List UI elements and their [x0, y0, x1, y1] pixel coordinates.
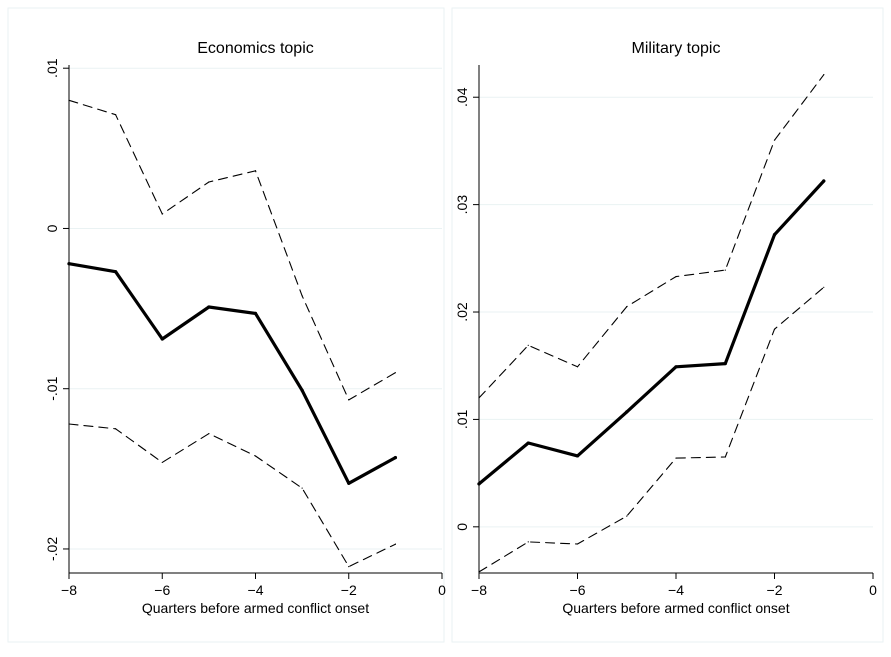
economics-upper-ci-point	[115, 114, 117, 116]
military-lower-ci-line	[478, 286, 825, 573]
economics-upper-ci-point	[161, 213, 163, 215]
economics-estimate-point	[253, 311, 258, 315]
military-upper-ci-point	[724, 269, 726, 271]
military-upper-ci-point	[527, 344, 529, 346]
economics-lower-ci-point	[208, 432, 210, 435]
military-lower-ci-point	[527, 541, 529, 543]
military-panel-frame	[451, 7, 884, 643]
economics-estimate-point	[160, 337, 164, 341]
military-x-tick-label: −4	[668, 582, 684, 598]
military-x-tick-label: −6	[570, 582, 586, 598]
economics-lower-ci-point	[68, 423, 70, 425]
economics-upper-ci-point	[348, 399, 350, 401]
economics-y-tick-label: 0	[44, 224, 60, 232]
economics-x-tick-label: −4	[248, 582, 264, 598]
military-y-tick-label: .04	[454, 87, 470, 107]
economics-estimate-point	[347, 481, 351, 485]
economics-estimate-point	[393, 456, 397, 460]
economics-upper-ci-point	[68, 99, 70, 101]
military-estimate-point	[526, 441, 530, 445]
military-upper-ci-line	[478, 74, 825, 399]
economics-estimate-point	[207, 305, 211, 309]
economics-lower-ci-point	[394, 543, 396, 545]
military-estimate-point	[822, 179, 826, 183]
economics-upper-ci-point	[254, 170, 257, 172]
military-upper-ci-point	[478, 397, 480, 399]
economics-panel-frame	[7, 7, 445, 643]
military-estimate-point	[723, 361, 727, 366]
economics-upper-ci-point	[394, 372, 396, 374]
economics-x-tick-label: −6	[154, 582, 170, 598]
military-x-axis-label: Quarters before armed conflict onset	[562, 600, 789, 616]
military-y-tick-label: .03	[454, 195, 470, 215]
military-upper-ci-point	[675, 275, 677, 278]
economics-panel: Economics topic -.02 -.01 0 .01 −8 −6 −4 −2 0 Quar…	[7, 7, 446, 643]
economics-lower-ci-line	[68, 423, 396, 568]
military-estimate-point	[674, 365, 678, 369]
economics-upper-ci-point	[301, 295, 303, 297]
military-lower-ci-point	[724, 456, 726, 458]
economics-x-tick-label: 0	[438, 582, 446, 598]
military-estimate-point	[625, 410, 629, 414]
military-upper-ci-point	[773, 139, 776, 141]
military-lower-ci-point	[675, 457, 677, 459]
economics-estimate-point	[114, 270, 118, 274]
economics-panel-title: Economics topic	[197, 40, 314, 57]
military-x-tick-label: 0	[869, 582, 877, 598]
economics-estimate-point	[300, 388, 304, 392]
economics-upper-ci-point	[208, 181, 210, 183]
military-panel-title: Military topic	[632, 40, 721, 57]
military-x-tick-label: −2	[767, 582, 783, 598]
economics-lower-ci-point	[161, 461, 163, 464]
military-panel: Military topic 0 .01 .02 .03 .04 −8 −6 −4 −2 0 Quar…	[451, 7, 884, 643]
economics-y-tick-label: -.01	[44, 376, 60, 400]
economics-estimate-point	[67, 262, 71, 266]
economics-x-axis-label: Quarters before armed conflict onset	[142, 600, 369, 616]
economics-y-tick-label: .01	[44, 58, 60, 78]
military-estimate-point	[575, 454, 580, 458]
military-lower-ci-point	[773, 328, 776, 330]
military-estimate-line	[477, 179, 826, 486]
military-upper-ci-point	[823, 74, 825, 76]
economics-lower-ci-point	[115, 428, 117, 430]
military-upper-ci-point	[576, 366, 579, 368]
economics-upper-ci-line	[68, 99, 396, 401]
economics-lower-ci-point	[301, 487, 303, 489]
military-lower-ci-point	[823, 286, 825, 288]
military-y-tick-label: .02	[454, 302, 470, 322]
economics-lower-ci-point	[254, 455, 257, 457]
military-x-tick-label: −8	[471, 582, 487, 598]
military-lower-ci-point	[478, 571, 480, 573]
military-lower-ci-point	[576, 543, 579, 545]
military-y-tick-label: 0	[454, 523, 470, 531]
economics-estimate-line	[67, 262, 397, 485]
military-upper-ci-point	[626, 306, 628, 308]
military-y-tick-label: .01	[454, 409, 470, 429]
economics-x-tick-label: −2	[341, 582, 357, 598]
economics-lower-ci-point	[348, 565, 350, 568]
economics-x-tick-label: −8	[61, 582, 77, 598]
military-estimate-point	[477, 482, 481, 486]
economics-y-tick-label: -.02	[44, 537, 60, 561]
military-lower-ci-point	[626, 515, 628, 517]
military-estimate-point	[772, 233, 777, 237]
